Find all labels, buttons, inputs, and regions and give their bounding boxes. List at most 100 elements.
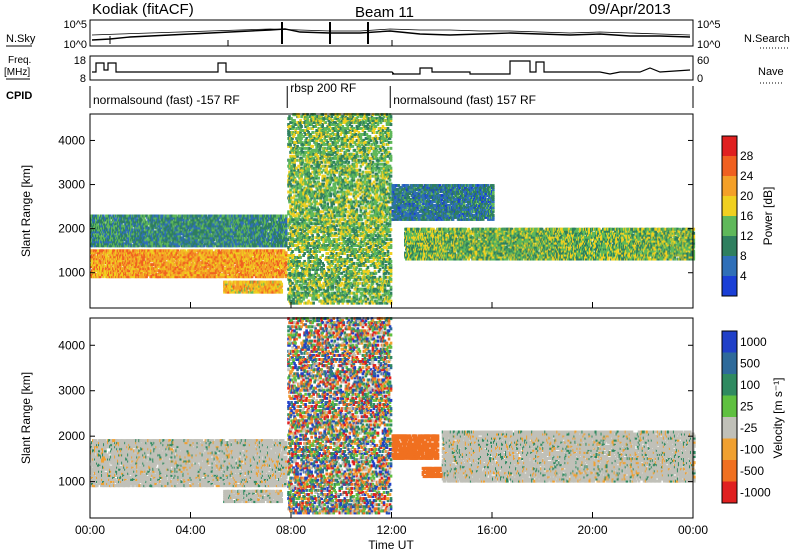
cpid-segment-label: normalsound (fast) -157 RF: [93, 93, 240, 107]
power-cell: [220, 259, 224, 263]
power-cell: [94, 255, 97, 259]
power-cell: [137, 255, 140, 259]
power-cell: [262, 271, 266, 275]
power-cell: [136, 273, 139, 277]
power-cell: [272, 271, 276, 275]
power-cell: [127, 271, 130, 275]
power-cell: [96, 222, 99, 226]
power-cell: [122, 232, 125, 236]
power-cell: [116, 263, 119, 267]
power-cell: [176, 269, 180, 273]
power-cell: [222, 275, 226, 279]
power-cell: [129, 251, 132, 255]
cpid-label: CPID: [6, 90, 32, 102]
power-cell: [166, 257, 169, 261]
power-cell: [119, 261, 122, 265]
power-cell: [92, 224, 95, 228]
power-cell: [159, 261, 162, 265]
noise-left-tick-bottom: 10^0: [63, 39, 87, 51]
power-cell: [163, 261, 166, 265]
power-cell: [207, 249, 211, 253]
power-cell: [102, 234, 105, 238]
power-cell: [114, 255, 117, 259]
power-cell: [284, 257, 288, 261]
power-cell: [239, 271, 243, 275]
power-cell: [257, 273, 261, 277]
power-cell: [237, 253, 241, 257]
cpid-segment-label: normalsound (fast) 157 RF: [393, 93, 536, 107]
power-cell: [95, 228, 98, 232]
power-cell: [126, 255, 129, 259]
power-cell: [261, 253, 265, 257]
power-cell: [127, 228, 130, 232]
power-cell: [275, 269, 279, 273]
power-cell: [284, 251, 288, 255]
power-cell: [104, 269, 107, 273]
power-cell: [222, 257, 226, 261]
power-cell: [91, 251, 94, 255]
power-cell: [127, 214, 130, 218]
power-cell: [186, 265, 190, 269]
power-cell: [137, 261, 140, 265]
power-cell: [192, 253, 196, 257]
power-cell: [237, 275, 241, 279]
power-cell: [243, 265, 247, 269]
power-cell: [270, 261, 274, 265]
power-cell: [204, 263, 208, 267]
power-cell: [162, 251, 165, 255]
power-cell: [111, 232, 114, 236]
power-cell: [284, 271, 288, 275]
power-cell: [252, 249, 256, 253]
power-cell: [176, 249, 180, 253]
power-cell: [253, 265, 257, 269]
power-cell: [161, 255, 164, 259]
power-cell: [196, 255, 200, 259]
power-cell: [280, 269, 284, 273]
power-cell: [200, 249, 204, 253]
power-cell: [93, 253, 96, 257]
power-cell: [272, 255, 276, 259]
power-cell: [267, 271, 271, 275]
power-cell: [222, 249, 226, 253]
power-cell: [185, 263, 189, 267]
power-cell: [95, 249, 98, 253]
power-cell: [226, 249, 230, 253]
power-cell: [127, 224, 130, 228]
power-cell: [172, 267, 176, 271]
power-cell: [210, 249, 214, 253]
power-cell: [116, 271, 119, 275]
power-cell: [125, 267, 128, 271]
power-cell: [113, 240, 116, 244]
power-cell: [100, 253, 103, 257]
power-cell: [224, 267, 228, 271]
power-cell: [159, 273, 162, 277]
power-cell: [140, 259, 143, 263]
power-cell: [116, 228, 119, 232]
power-cell: [176, 275, 180, 279]
power-cell: [163, 255, 166, 259]
power-cell: [148, 271, 151, 275]
power-cell: [93, 240, 96, 244]
power-cell: [284, 255, 288, 259]
power-cell: [120, 230, 123, 234]
power-cell: [190, 275, 194, 279]
power-cell: [141, 249, 144, 253]
power-cell: [246, 257, 250, 261]
power-cell: [94, 224, 97, 228]
power-cell: [195, 259, 199, 263]
power-cell: [254, 271, 258, 275]
power-cell: [119, 259, 122, 263]
nave-label: Nave: [758, 66, 784, 78]
power-cell: [269, 257, 273, 261]
power-cell: [217, 263, 221, 267]
power-cell: [108, 226, 111, 230]
power-cell: [224, 273, 228, 277]
power-cell: [284, 214, 288, 218]
power-cell: [105, 253, 108, 257]
power-cell: [123, 273, 126, 277]
power-cell: [94, 244, 97, 248]
power-cell: [99, 273, 102, 277]
power-cell: [233, 257, 237, 261]
power-cell: [159, 251, 162, 255]
power-cell: [229, 251, 233, 255]
